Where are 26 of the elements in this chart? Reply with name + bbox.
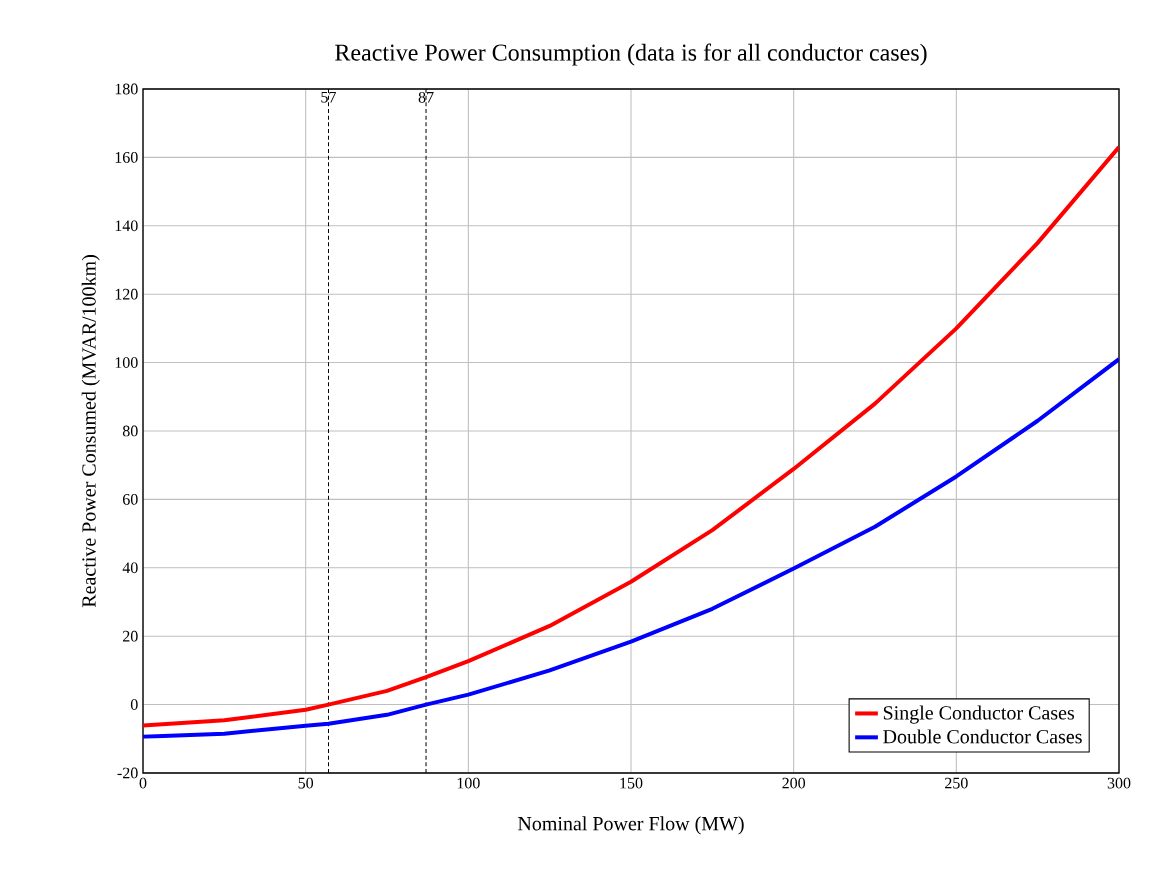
y-axis-title: Reactive Power Consumed (MVAR/100km) [81, 255, 100, 608]
y-tick-label: 180 [115, 83, 138, 95]
y-tick-label: 60 [122, 493, 138, 505]
ref-line-label: 87 [418, 91, 434, 103]
ref-line-label: 57 [321, 91, 336, 103]
y-tick-label: 40 [122, 562, 138, 574]
y-tick-label: 140 [115, 220, 138, 232]
x-tick-label: 150 [620, 777, 643, 789]
y-tick-label: -20 [117, 767, 138, 779]
x-tick-label: 250 [945, 777, 968, 789]
y-tick-label: 80 [122, 425, 138, 437]
x-tick-label: 200 [782, 777, 806, 789]
y-tick-label: 160 [115, 151, 138, 163]
legend-label: Single Conductor Cases [883, 705, 1075, 724]
y-tick-label: 100 [115, 357, 138, 368]
x-tick-label: 50 [298, 777, 314, 789]
y-tick-label: 0 [130, 699, 138, 710]
legend-label: Double Conductor Cases [883, 729, 1082, 744]
line-series [143, 145, 1120, 728]
x-axis-title: Nominal Power Flow (MW) [517, 816, 744, 835]
y-tick-label: 120 [115, 288, 138, 300]
x-tick-label: 100 [457, 777, 480, 789]
chart-title: Reactive Power Consumption (data is for all conductor cases) [335, 43, 927, 66]
y-tick-label: 20 [123, 630, 138, 642]
x-tick-label: 300 [1107, 777, 1131, 789]
x-tick-label: 0 [139, 777, 147, 789]
